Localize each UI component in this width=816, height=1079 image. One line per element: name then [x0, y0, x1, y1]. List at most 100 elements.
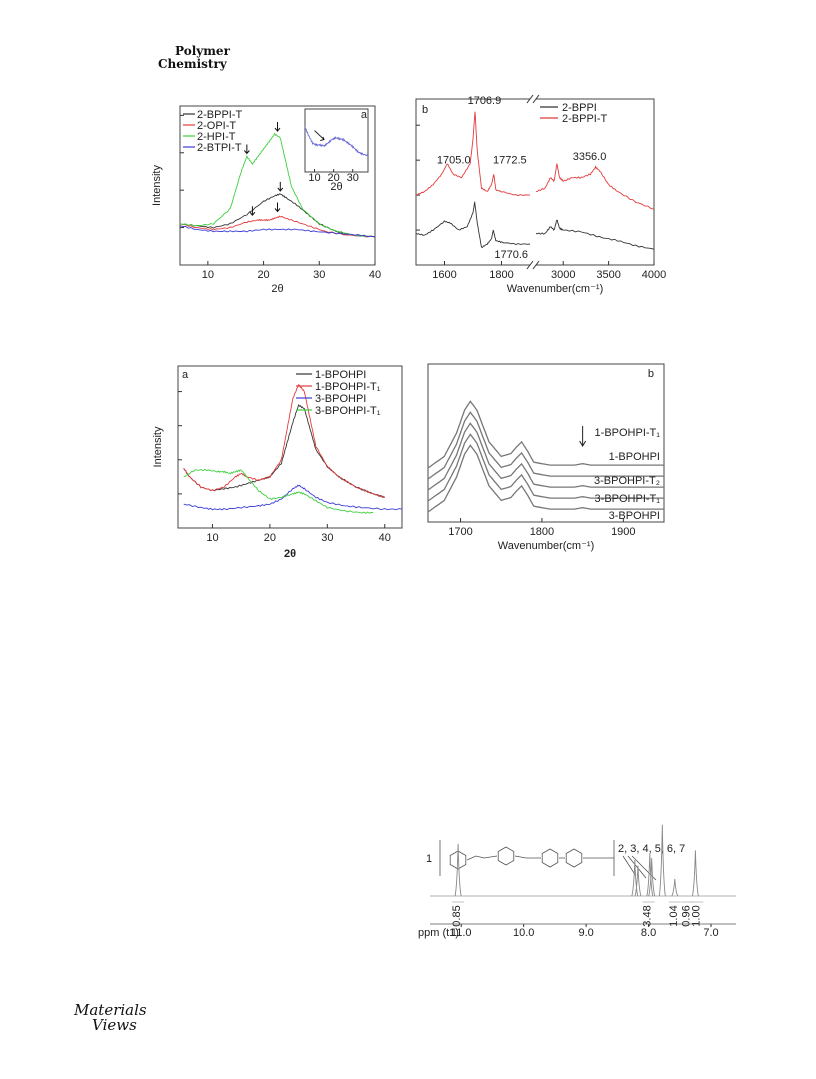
- legend-label: 2-BPPI: [562, 102, 597, 114]
- journal-name: Polymer Chemistry: [158, 45, 230, 71]
- x-axis-label: Wavenumber(cm⁻¹): [498, 540, 594, 552]
- series-line-4: [183, 468, 374, 514]
- x-tick-label: 4000: [642, 269, 666, 281]
- journal-name-line1: Polymer: [175, 44, 230, 58]
- y-axis-label: Intensity: [151, 165, 163, 206]
- axis-break-mark: [526, 94, 534, 104]
- peak-annotation: 1706.9: [468, 95, 502, 107]
- x-tick-label: 9.0: [578, 927, 593, 939]
- legend-label: 2-BPPI-T: [562, 113, 608, 125]
- series-line-2: [183, 383, 386, 498]
- legend-label: 2-BPPI-T: [197, 109, 243, 121]
- plot-frame: [179, 105, 376, 266]
- series-line-1: [427, 400, 664, 469]
- peak-arrow: [243, 144, 250, 155]
- series-label: 3-BPOHPI-T₁: [595, 493, 661, 505]
- panel-label: b: [648, 368, 654, 380]
- series-label: 3-BPOHPI-T₂: [594, 475, 660, 487]
- figure-ftir-2series: 1600 1800 3000 3500 4000 Wavenumber(cm⁻¹) 1706…: [415, 94, 666, 295]
- inset-x-tick-label: 20: [328, 172, 340, 184]
- x-axis-label: 2θ: [284, 548, 296, 560]
- inset-series-line: [304, 126, 369, 157]
- x-tick-label: 7.0: [703, 927, 718, 939]
- peak-group-label: 1: [426, 853, 432, 865]
- structure-bonds: [439, 840, 615, 876]
- peak-annotation: 1705.0: [437, 155, 471, 167]
- inset-x-tick-label: 30: [347, 172, 359, 184]
- plot-frame: [427, 363, 665, 523]
- series-line-1: [183, 404, 385, 498]
- series-line-3: [179, 132, 376, 238]
- x-tick-label: 1700: [448, 526, 472, 538]
- legend-label: 3-BPOHPI: [315, 393, 366, 405]
- series-line-4: [179, 225, 376, 238]
- series-label: 3-BPOHPI: [609, 510, 660, 522]
- nmr-peak-5: [648, 857, 656, 897]
- figure-xrd-bpohpi: 10 20 30 40 2θ Intensity 1-BPOHPI1-BPOHPI-T₁3-…: [152, 365, 403, 560]
- series-label: 1-BPOHPI-T₁: [595, 427, 661, 439]
- peak-arrow: [277, 181, 284, 192]
- integral-value: 1.04: [668, 905, 680, 926]
- y-axis-label: Intensity: [152, 426, 164, 467]
- x-axis-label: 2θ: [271, 283, 283, 295]
- nmr-peak-4: [646, 853, 654, 897]
- series-line-3: [427, 422, 664, 491]
- series-line-2: [427, 411, 664, 480]
- peak-arrow: [579, 426, 587, 447]
- x-axis-label: Wavenumber(cm⁻¹): [507, 283, 603, 295]
- integral-value: 3.48: [642, 905, 654, 926]
- x-tick-label: 30: [321, 532, 333, 544]
- series-line-3: [183, 484, 403, 511]
- series-line-left-1: [415, 201, 531, 248]
- nmr-peak-6: [658, 824, 666, 897]
- panel-label: a: [361, 109, 368, 121]
- peak-annotation: 1770.6: [494, 249, 528, 261]
- figure-nmr-spectrum: 2, 3, 4, 5, 6, 7 1 0.85 3.48 1.04 0.961.00 11.…: [418, 824, 736, 939]
- series-line-4: [427, 433, 664, 502]
- x-tick-label: 10.0: [513, 927, 534, 939]
- inset-arrow: [314, 130, 325, 141]
- series-line-right-2: [535, 162, 655, 210]
- legend-label: 2-BTPI-T: [197, 142, 242, 154]
- peak-group-label: 2, 3, 4, 5, 6, 7: [618, 843, 685, 855]
- x-tick-label: 10: [206, 532, 218, 544]
- inset-x-tick-label: 10: [308, 172, 320, 184]
- publisher-logo-line2: Views: [92, 1016, 137, 1034]
- series-line-2: [179, 215, 376, 238]
- x-tick-label: 40: [379, 532, 391, 544]
- x-tick-label: 40: [369, 269, 381, 281]
- axis-break-mark: [532, 260, 540, 270]
- x-tick-label: 1600: [432, 269, 456, 281]
- x-axis-label: ppm (t1): [418, 927, 459, 939]
- structure-ring: [449, 850, 467, 870]
- legend-label: 2-HPI-T: [197, 131, 236, 143]
- legend-label: 1-BPOHPI-T₁: [315, 381, 381, 393]
- nmr-peak-1: [454, 843, 462, 897]
- legend-label: 1-BPOHPI: [315, 369, 366, 381]
- figure-xrd-2series: 10 20 30 40 2θ Intensity 2-BPPI-T2-OPI-T2-HPI-…: [151, 105, 381, 295]
- axis-break-mark: [532, 94, 540, 104]
- x-tick-label: 11.0: [451, 927, 472, 939]
- nmr-peak-7: [671, 878, 679, 897]
- x-tick-label: 10: [202, 269, 214, 281]
- x-tick-label: 1900: [611, 526, 635, 538]
- series-line-right-1: [535, 219, 655, 250]
- x-tick-label: 8.0: [641, 927, 656, 939]
- x-tick-label: 3500: [596, 269, 620, 281]
- inset-frame: [304, 108, 369, 173]
- nmr-peak-8: [691, 850, 699, 897]
- panel-label: b: [422, 104, 428, 116]
- publisher-logo-line1: Materials: [74, 1001, 147, 1019]
- x-tick-label: 20: [257, 269, 269, 281]
- x-tick-label: 20: [264, 532, 276, 544]
- structure-ring: [497, 846, 515, 866]
- structure-ring: [565, 848, 583, 868]
- integral-value: 0.85: [451, 905, 463, 926]
- peak-arrow: [274, 122, 281, 132]
- peak-annotation: 1772.5: [493, 155, 527, 167]
- series-line-left-2: [415, 111, 531, 197]
- nmr-peak-3: [634, 865, 642, 897]
- peak-arrow: [249, 206, 256, 217]
- structure-ring: [541, 848, 559, 868]
- x-tick-label: 30: [313, 269, 325, 281]
